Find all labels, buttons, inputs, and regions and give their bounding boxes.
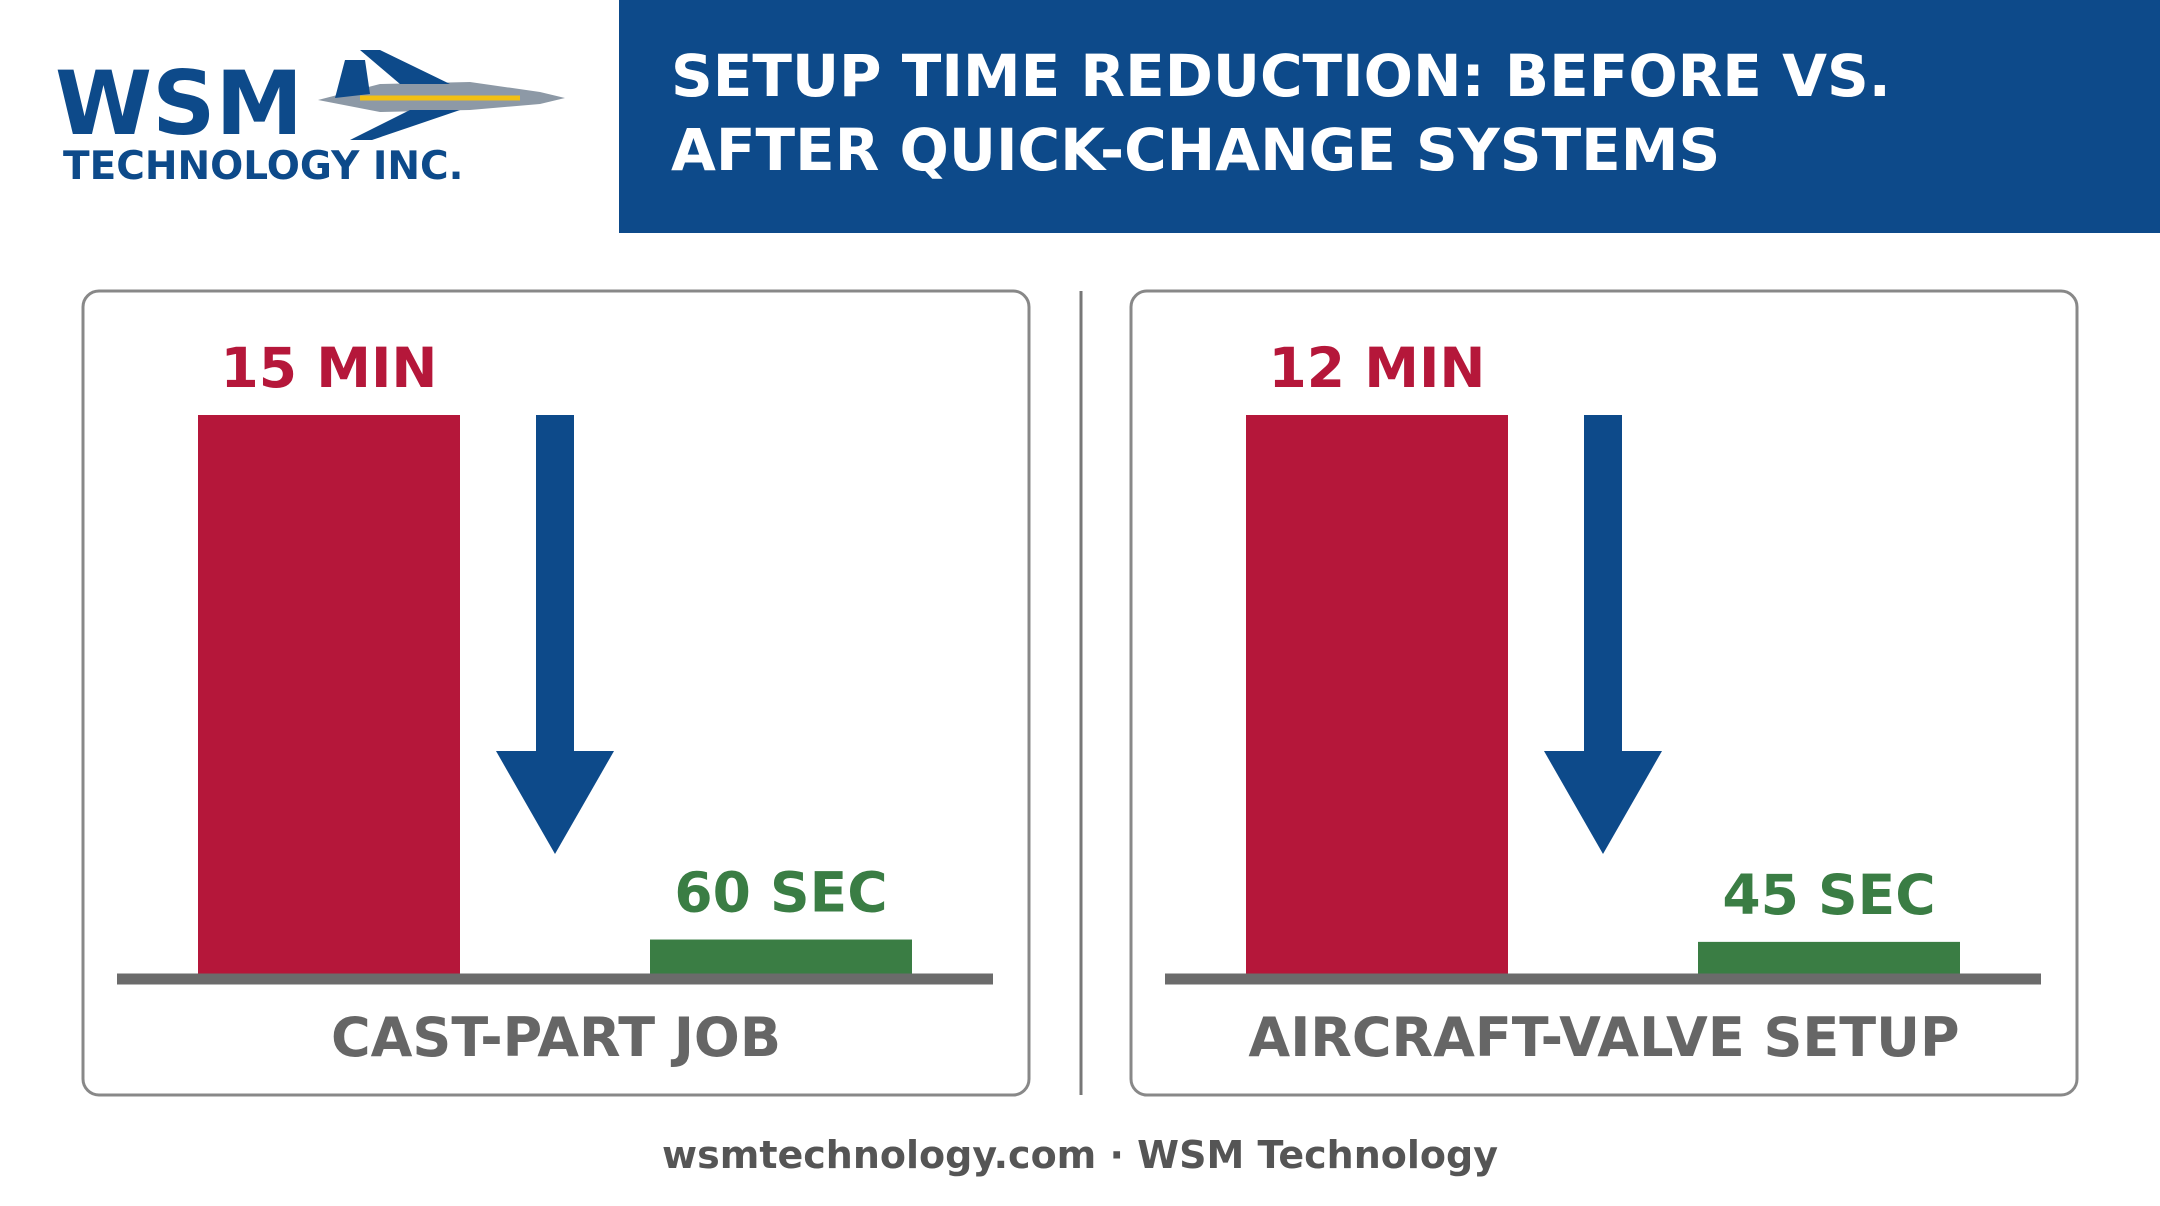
panel <box>1129 289 2079 1097</box>
value-label: 60 SEC <box>674 861 887 925</box>
value-label: 12 MIN <box>1269 336 1486 400</box>
value-label: 45 SEC <box>1722 863 1935 927</box>
bar <box>650 939 912 977</box>
logo-sub: TECHNOLOGY INC. <box>63 144 463 189</box>
x-axis-label: CAST-PART JOB <box>331 1006 781 1069</box>
panel <box>81 289 1031 1097</box>
arrow-head <box>496 751 614 854</box>
footer: wsmtechnology.com · WSM Technology <box>662 1133 1498 1177</box>
arrow-head <box>1544 751 1662 854</box>
bar <box>1698 941 1960 977</box>
logo-main: WSM <box>55 52 303 155</box>
title-line: AFTER QUICK-CHANGE SYSTEMS <box>671 116 1720 184</box>
bar <box>1246 415 1508 977</box>
jet-icon <box>318 50 565 140</box>
bar <box>198 415 460 977</box>
arrow-shaft <box>536 415 574 760</box>
title-line: SETUP TIME REDUCTION: BEFORE VS. <box>671 42 1891 110</box>
x-axis-label: AIRCRAFT-VALVE SETUP <box>1248 1006 1959 1069</box>
value-label: 15 MIN <box>221 336 438 400</box>
title-banner <box>619 0 2160 233</box>
arrow-shaft <box>1584 415 1622 760</box>
